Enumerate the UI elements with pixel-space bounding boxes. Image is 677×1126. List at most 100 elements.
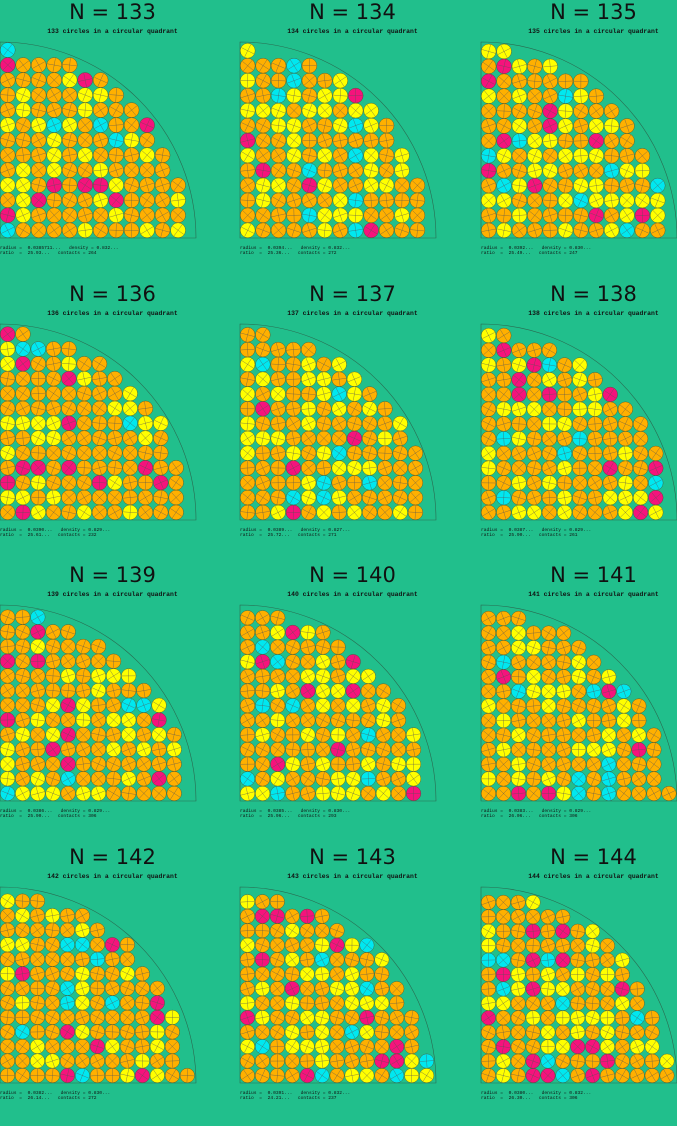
packed-circle [315,654,331,670]
packed-circle [75,727,91,743]
packed-circle [496,88,512,104]
packed-circle [648,445,664,461]
packed-circle [270,668,286,684]
packed-circle [123,207,140,223]
panel-title: N = 141 [550,563,637,587]
packed-circle [153,430,169,446]
packed-circle [15,1068,30,1083]
packed-circle [59,1068,75,1083]
packed-circle [573,207,589,224]
ratio-value: ratio = 25.36... [240,251,290,257]
packed-circle [616,771,632,787]
packed-circle [332,177,348,194]
packed-circle [646,742,662,758]
packed-circle [90,653,106,669]
packed-circle [91,504,108,520]
packed-circle [75,653,91,669]
packed-circle [91,371,108,387]
packed-circle [300,654,316,670]
packed-circle [149,995,165,1011]
circle-packing-diagram [0,323,197,521]
packed-circle [510,952,526,968]
packed-circle [61,87,78,103]
packed-circle [301,430,317,446]
packed-circle [46,117,62,133]
packed-circle [586,785,602,801]
packed-circle [375,756,391,772]
packed-circle [363,117,379,134]
packed-circle [363,162,379,179]
packed-circle [510,1024,526,1040]
density-value: density = 0.829... [541,809,592,814]
packed-circle [329,952,345,968]
quadrant-outline [0,886,197,1084]
packed-circle [77,192,93,208]
packed-circle [107,371,123,387]
packed-circle [106,697,122,713]
packed-circle [0,638,16,655]
packed-circle [363,177,379,194]
packed-circle [331,356,347,372]
packed-circle [91,400,108,417]
panel-title: N = 134 [309,0,396,24]
packed-circle [511,625,527,641]
packed-circle [571,698,587,714]
packed-circle [75,638,91,655]
packed-circle [526,460,542,476]
packed-circle [481,163,497,179]
packed-circle [154,162,171,178]
packed-circle [29,908,45,924]
packed-circle [332,102,348,119]
packed-circle [121,756,137,772]
packed-circle [541,401,557,417]
packed-circle [59,1038,75,1054]
packed-circle [329,1024,345,1040]
packed-circle [510,1039,526,1055]
packed-circle [394,207,410,224]
packed-circle [359,1053,375,1069]
packed-circle [541,654,557,670]
packed-circle [617,490,633,506]
packed-circle [139,192,155,208]
packed-circle [570,938,586,954]
packed-circle [600,981,615,997]
packed-circle [348,192,364,209]
panel-subtitle: 134 circles in a circular quadrant [287,28,418,35]
density-value: density = 0.830... [60,1091,111,1096]
packed-circle [301,341,317,358]
packed-circle [30,430,46,446]
packed-circle [330,654,346,670]
packed-circle [270,162,287,179]
packed-circle [570,1039,586,1055]
packed-circle [240,966,255,982]
packed-circle [317,207,333,224]
packed-circle [648,504,664,520]
packed-circle [121,668,137,684]
packed-circle [300,756,316,772]
packed-circle [255,177,271,194]
packed-circle [270,207,287,224]
packed-circle [629,981,645,997]
packed-circle [481,177,497,194]
packed-circle [390,771,406,787]
packing-stats: radius = 0.0385... density = 0.830... rat… [240,809,465,823]
packed-circle [541,669,557,685]
packed-circle [601,727,617,743]
packed-circle [15,72,31,88]
packed-circle [61,385,77,402]
packed-circle [541,416,557,432]
packed-circle [0,922,15,938]
packed-circle [76,356,92,372]
packed-circle [108,207,124,223]
packed-circle [61,400,77,417]
packed-circle [108,162,124,178]
packed-circle [526,785,542,801]
packed-circle [329,1053,345,1069]
packed-circle [46,162,62,178]
packed-circle [240,445,256,461]
packed-circle [0,42,16,58]
packed-circle [168,489,184,506]
packed-circle [588,192,604,209]
packed-circle [496,416,512,432]
packed-circle [496,698,512,714]
